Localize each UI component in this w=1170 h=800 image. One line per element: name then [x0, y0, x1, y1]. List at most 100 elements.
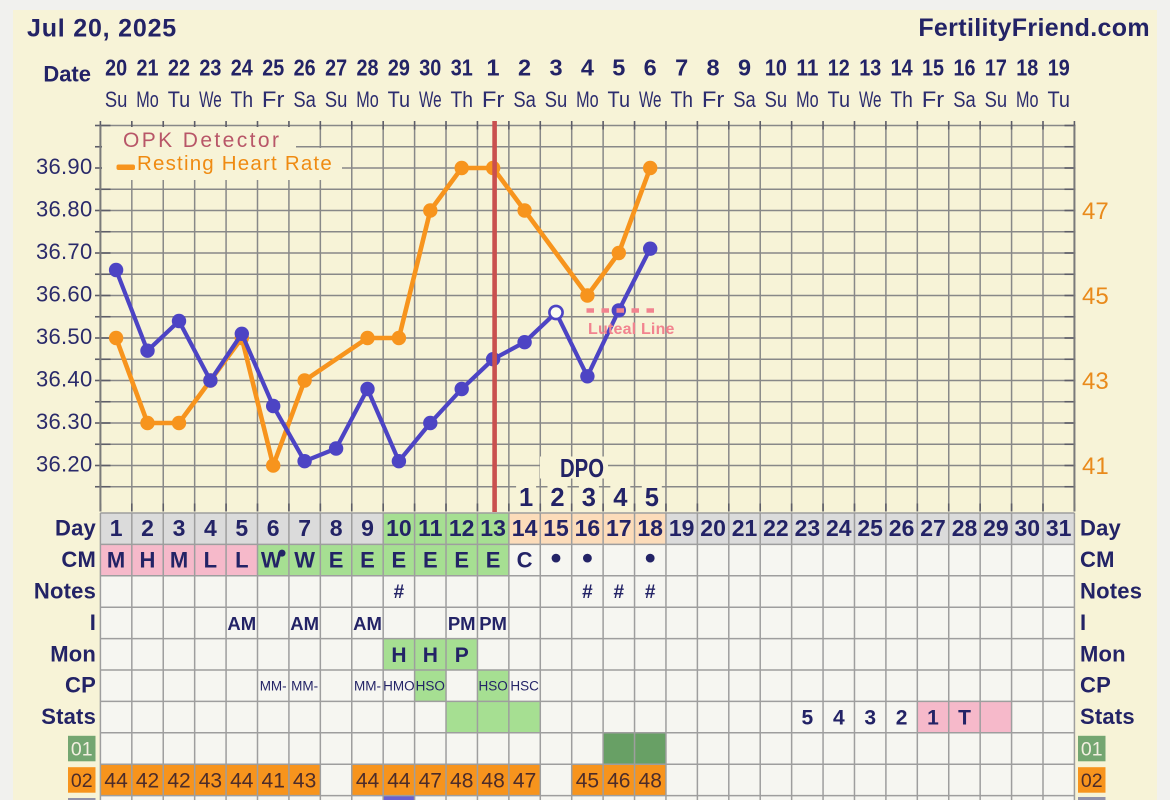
svg-text:43: 43	[199, 769, 222, 792]
svg-text:3: 3	[549, 55, 562, 81]
svg-text:29: 29	[388, 55, 410, 81]
svg-text:25: 25	[262, 55, 284, 81]
svg-text:W: W	[261, 548, 282, 573]
svg-text:8: 8	[330, 515, 343, 541]
svg-text:HMO: HMO	[383, 679, 415, 694]
svg-text:01: 01	[1081, 739, 1103, 761]
svg-text:7: 7	[298, 515, 311, 541]
svg-text:Stats: Stats	[41, 704, 96, 729]
svg-text:36.30: 36.30	[36, 409, 93, 434]
svg-text:Resting Heart Rate: Resting Heart Rate	[137, 152, 333, 175]
svg-text:Th: Th	[231, 87, 254, 112]
svg-text:48: 48	[450, 769, 473, 792]
svg-text:We: We	[199, 87, 222, 112]
svg-text:43: 43	[293, 769, 316, 792]
svg-text:Date: Date	[43, 62, 91, 87]
svg-text:4: 4	[204, 515, 217, 541]
svg-text:11: 11	[796, 55, 818, 81]
svg-text:OPK Detector: OPK Detector	[123, 129, 281, 152]
svg-text:4: 4	[833, 707, 845, 730]
svg-text:28: 28	[952, 515, 978, 541]
svg-text:15: 15	[543, 515, 569, 541]
svg-text:Stats: Stats	[1080, 704, 1135, 729]
svg-text:E: E	[486, 548, 501, 573]
svg-text:CM: CM	[1080, 547, 1115, 572]
svg-text:MM-: MM-	[291, 679, 318, 694]
svg-text:4: 4	[581, 55, 594, 81]
svg-text:2: 2	[896, 707, 908, 730]
svg-text:29: 29	[983, 515, 1009, 541]
svg-text:#: #	[614, 582, 625, 603]
svg-text:Sa: Sa	[953, 87, 976, 112]
svg-text:36.50: 36.50	[36, 324, 93, 349]
svg-text:5: 5	[802, 707, 814, 730]
svg-text:HSO: HSO	[478, 679, 507, 694]
svg-text:Sa: Sa	[513, 87, 536, 112]
svg-text:14: 14	[512, 515, 538, 541]
svg-text:11: 11	[418, 515, 443, 541]
svg-text:Luteal Line: Luteal Line	[588, 321, 675, 338]
svg-text:6: 6	[267, 515, 280, 541]
svg-text:Day: Day	[1080, 516, 1122, 541]
svg-text:Mon: Mon	[1080, 641, 1126, 666]
svg-text:31: 31	[1046, 515, 1072, 541]
svg-text:16: 16	[954, 55, 976, 81]
svg-text:41: 41	[262, 769, 285, 792]
svg-text:22: 22	[763, 515, 789, 541]
svg-text:43: 43	[1082, 368, 1109, 395]
svg-text:47: 47	[419, 769, 442, 792]
svg-text:44: 44	[104, 769, 128, 792]
svg-text:E: E	[423, 548, 438, 573]
svg-text:27: 27	[920, 515, 946, 541]
svg-text:14: 14	[891, 55, 913, 81]
svg-text:Th: Th	[450, 87, 473, 112]
svg-text:47: 47	[1082, 198, 1109, 225]
svg-text:Mo: Mo	[356, 87, 379, 112]
svg-text:26: 26	[889, 515, 915, 541]
svg-text:We: We	[859, 87, 882, 112]
svg-text:47: 47	[513, 769, 536, 792]
svg-text:45: 45	[576, 769, 599, 792]
svg-text:46: 46	[607, 769, 630, 792]
svg-text:2: 2	[518, 55, 531, 81]
svg-text:Fr: Fr	[482, 87, 505, 112]
svg-text:I: I	[90, 610, 96, 635]
svg-text:Th: Th	[890, 87, 913, 112]
svg-text:Mon: Mon	[50, 641, 96, 666]
svg-text:1: 1	[487, 55, 500, 81]
svg-text:Mo: Mo	[576, 87, 599, 112]
svg-text:Su: Su	[985, 87, 1008, 112]
svg-text:16: 16	[575, 515, 601, 541]
svg-text:36.20: 36.20	[36, 452, 93, 477]
svg-text:26: 26	[294, 55, 316, 81]
svg-text:C: C	[517, 548, 533, 573]
svg-text:8: 8	[707, 55, 720, 81]
svg-text:Tu: Tu	[828, 87, 851, 112]
svg-text:17: 17	[985, 55, 1007, 81]
svg-text:L: L	[204, 548, 217, 573]
svg-text:P: P	[455, 644, 469, 667]
svg-text:DPO: DPO	[560, 453, 604, 483]
svg-text:17: 17	[606, 515, 632, 541]
svg-text:Sa: Sa	[733, 87, 756, 112]
svg-text:18: 18	[1016, 55, 1038, 81]
svg-text:5: 5	[235, 515, 248, 541]
svg-text:We: We	[419, 87, 442, 112]
svg-text:Sa: Sa	[293, 87, 316, 112]
svg-text:Su: Su	[765, 87, 788, 112]
svg-text:I: I	[1080, 610, 1086, 635]
svg-text:We: We	[639, 87, 662, 112]
svg-text:1: 1	[110, 515, 123, 541]
svg-text:Fr: Fr	[922, 87, 945, 112]
svg-text:#: #	[394, 582, 405, 603]
svg-text:31: 31	[451, 55, 473, 81]
svg-text:6: 6	[644, 55, 657, 81]
svg-text:HSO: HSO	[416, 679, 445, 694]
svg-text:48: 48	[639, 769, 662, 792]
svg-text:Fr: Fr	[262, 87, 285, 112]
svg-text:FertilityFriend.com: FertilityFriend.com	[918, 14, 1150, 42]
svg-text:23: 23	[199, 55, 221, 81]
svg-text:Notes: Notes	[1080, 579, 1142, 604]
svg-text:20: 20	[700, 515, 726, 541]
svg-text:36.70: 36.70	[36, 239, 93, 264]
